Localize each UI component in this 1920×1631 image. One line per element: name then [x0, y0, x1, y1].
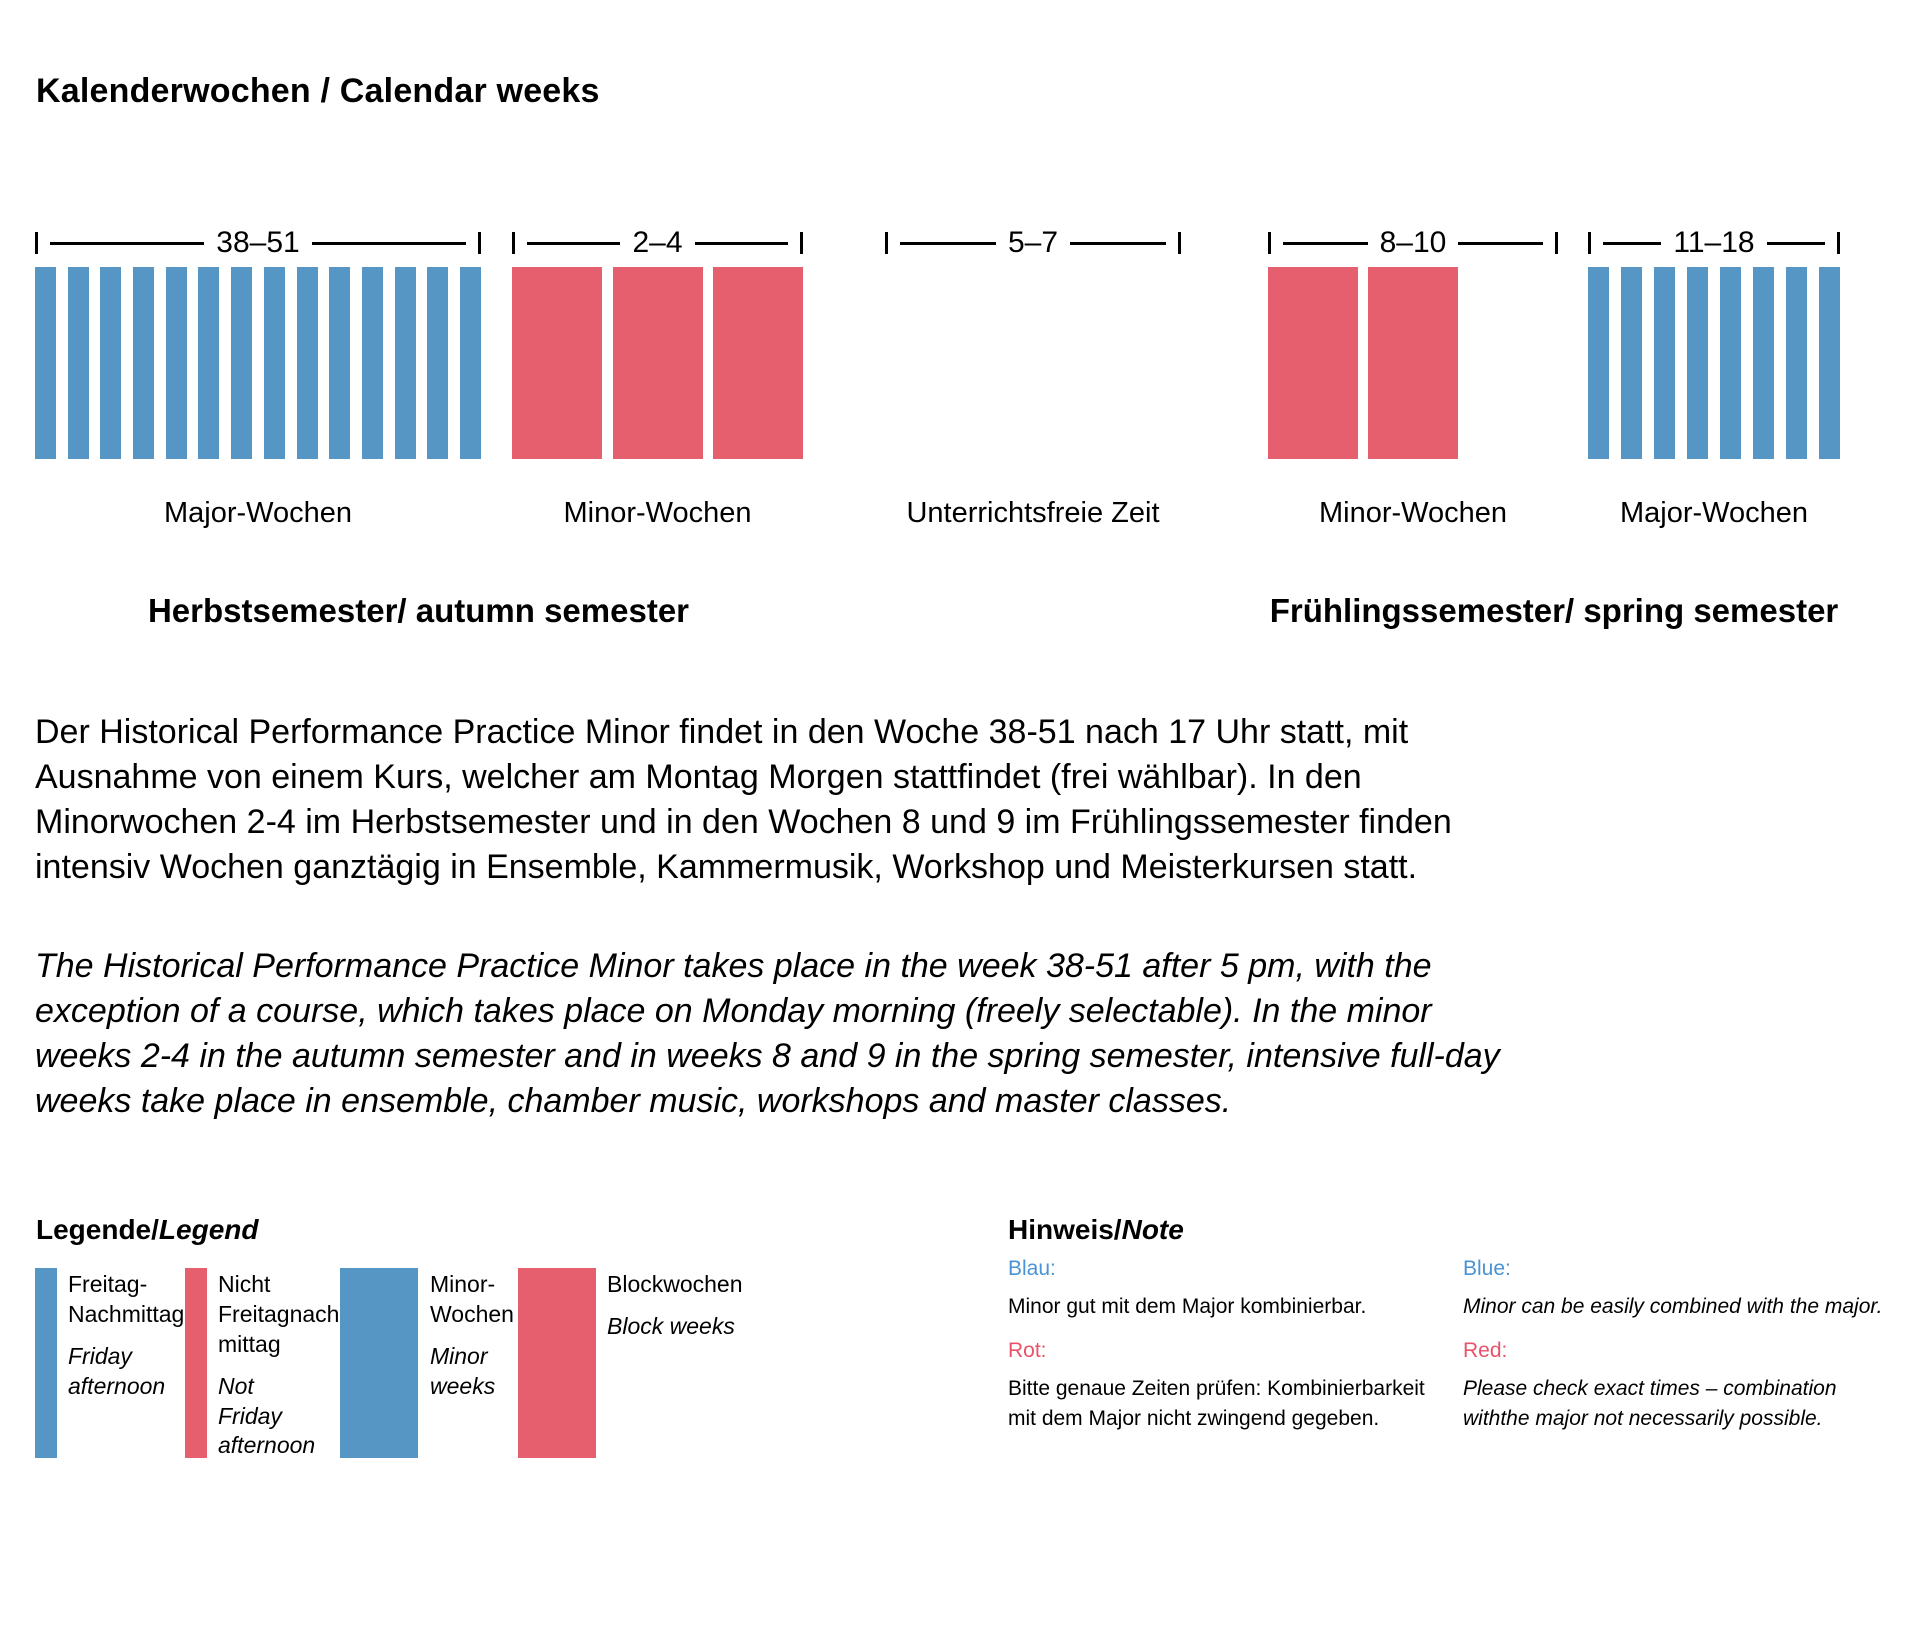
- week-bars: [1268, 267, 1558, 459]
- category-label: Minor-Wochen: [1318, 497, 1508, 529]
- week-bar-thin: [1621, 267, 1642, 459]
- ruler-line: [1458, 241, 1543, 245]
- legend-label-de: Freitag- Nachmittag: [68, 1271, 185, 1327]
- legend-swatch-minor-weeks: [340, 1268, 418, 1458]
- week-bar-thin: [165, 267, 187, 459]
- category-label: Minor-Wochen: [563, 497, 752, 529]
- week-bar-thin: [133, 267, 155, 459]
- week-bar-thin: [1720, 267, 1741, 459]
- week-bars: [512, 267, 803, 459]
- semester-label-spring: Frühlingssemester/ spring semester: [1269, 592, 1839, 629]
- week-bar-thin: [263, 267, 285, 459]
- week-bar-thin: [329, 267, 351, 459]
- legend-label-not-friday-afternoon: Nicht Freitagnach- mittag Not Friday aft…: [218, 1270, 368, 1461]
- legend-title-de: Legende/: [36, 1214, 159, 1245]
- legend-label-friday-afternoon: Freitag- Nachmittag Friday afternoon: [68, 1270, 198, 1402]
- week-bar-wide: [512, 267, 602, 459]
- week-bars-empty: [885, 267, 1181, 459]
- week-bars: [1588, 267, 1840, 459]
- note-text-red: Please check exact times – combination w…: [1463, 1377, 1837, 1431]
- range-ruler: 5–7: [885, 226, 1181, 259]
- category-label: Major-Wochen: [1619, 497, 1809, 529]
- legend-title-en: Legend: [158, 1214, 259, 1245]
- week-bar-wide: [713, 267, 803, 459]
- semester-label-autumn: Herbstsemester/ autumn semester: [147, 592, 690, 629]
- week-group-5-7: 5–7 Unterrichtsfreie Zeit: [885, 226, 1181, 530]
- legend-label-en: Friday afternoon: [68, 1342, 166, 1399]
- category-label: Unterrichtsfreie Zeit: [906, 497, 1160, 529]
- ruler-line: [1070, 241, 1166, 245]
- week-bar-thin: [361, 267, 383, 459]
- range-ruler: 38–51: [35, 226, 481, 259]
- week-bar-thin: [1819, 267, 1840, 459]
- week-group-11-18: 11–18 Major-Wochen: [1588, 226, 1840, 530]
- ruler-line: [1766, 241, 1826, 245]
- range-label: 5–7: [1007, 226, 1059, 259]
- note-text-blau: Minor gut mit dem Major kombinierbar.: [1008, 1295, 1367, 1319]
- week-bar-thin: [100, 267, 122, 459]
- note-column-english: Blue: Minor can be easily combined with …: [1463, 1256, 1920, 1450]
- description-german: Der Historical Performance Practice Mino…: [35, 713, 1452, 886]
- description-english: The Historical Performance Practice Mino…: [35, 947, 1500, 1120]
- ruler-line: [311, 241, 466, 245]
- legend-label-en: Minor weeks: [430, 1342, 496, 1399]
- week-bar-thin: [394, 267, 416, 459]
- week-group-8-10: 8–10 Minor-Wochen: [1268, 226, 1558, 530]
- legend-title: Legende/Legend: [36, 1214, 258, 1246]
- range-ruler: 2–4: [512, 226, 803, 259]
- week-bar-thin: [459, 267, 481, 459]
- note-heading-red: Red:: [1463, 1339, 1508, 1363]
- note-column-german: Blau: Minor gut mit dem Major kombinierb…: [1008, 1256, 1468, 1450]
- range-ruler: 11–18: [1588, 226, 1840, 259]
- legend-label-block-weeks: Blockwochen Block weeks: [607, 1270, 767, 1342]
- week-bar-thin: [1786, 267, 1807, 459]
- week-bar-thin: [427, 267, 449, 459]
- week-bar-thin: [198, 267, 220, 459]
- range-label: 11–18: [1673, 226, 1755, 259]
- legend-label-minor-weeks: Minor- Wochen Minor weeks: [430, 1270, 540, 1402]
- page-title: Kalenderwochen / Calendar weeks: [36, 72, 600, 110]
- week-group-38-51: 38–51 Major-Wochen: [35, 226, 481, 530]
- note-heading-blue: Blue:: [1463, 1257, 1511, 1280]
- week-group-2-4: 2–4 Minor-Wochen: [512, 226, 803, 530]
- ruler-line: [900, 241, 996, 245]
- legend-swatch-not-friday-afternoon: [185, 1268, 207, 1458]
- week-bar-wide: [1268, 267, 1358, 459]
- range-label: 2–4: [632, 226, 683, 259]
- legend-label-en: Block weeks: [607, 1312, 735, 1339]
- range-label: 8–10: [1379, 226, 1447, 259]
- note-title: Hinweis/Note: [1008, 1214, 1184, 1246]
- note-heading-rot: Rot:: [1008, 1339, 1047, 1363]
- week-bar-thin: [1588, 267, 1609, 459]
- week-bar-thin: [231, 267, 253, 459]
- week-bar-wide: [1368, 267, 1458, 459]
- ruler-line: [50, 241, 205, 245]
- note-text-blue: Minor can be easily combined with the ma…: [1463, 1295, 1883, 1319]
- category-label: Major-Wochen: [163, 497, 353, 529]
- week-bar-thin: [296, 267, 318, 459]
- legend-label-de: Minor- Wochen: [430, 1271, 514, 1327]
- ruler-line: [694, 241, 788, 245]
- legend-label-de: Blockwochen: [607, 1271, 743, 1297]
- note-heading-blau: Blau:: [1008, 1257, 1056, 1280]
- note-title-en: Note: [1121, 1214, 1184, 1245]
- week-bar-wide: [612, 267, 703, 459]
- week-bar-thin: [1753, 267, 1774, 459]
- legend-label-de: Nicht Freitagnach- mittag: [218, 1271, 348, 1357]
- note-title-de: Hinweis/: [1008, 1214, 1122, 1245]
- week-bar-thin: [35, 267, 56, 459]
- ruler-line: [1603, 241, 1662, 245]
- range-ruler: 8–10: [1268, 226, 1558, 259]
- ruler-line: [1283, 241, 1368, 245]
- week-bar-thin: [67, 267, 89, 459]
- note-text-rot: Bitte genaue Zeiten prüfen: Kombinierbar…: [1008, 1377, 1425, 1431]
- week-bars: [35, 267, 481, 459]
- ruler-line: [527, 241, 621, 245]
- legend-swatch-block-weeks: [518, 1268, 596, 1458]
- week-bar-thin: [1687, 267, 1708, 459]
- legend-swatch-friday-afternoon: [35, 1268, 57, 1458]
- legend-label-en: Not Friday afternoon: [218, 1372, 316, 1459]
- week-bar-thin: [1654, 267, 1675, 459]
- range-label: 38–51: [216, 226, 300, 259]
